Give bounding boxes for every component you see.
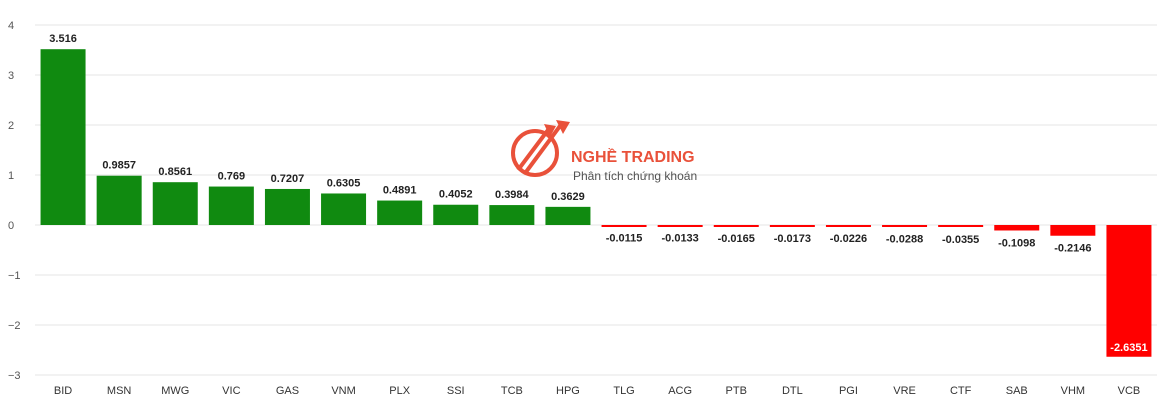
data-label: 0.9857 — [102, 160, 136, 172]
bar — [601, 225, 647, 227]
data-label: -0.0133 — [661, 233, 698, 245]
data-label: -0.0115 — [606, 233, 643, 245]
bar — [994, 225, 1040, 231]
bar — [264, 188, 310, 225]
data-label: -0.1098 — [998, 237, 1035, 249]
x-tick-label: TLG — [613, 385, 634, 397]
x-tick-label: PGI — [839, 385, 858, 397]
data-label: 0.3629 — [551, 191, 585, 203]
bar — [938, 225, 984, 227]
y-tick-label: 4 — [8, 20, 14, 32]
bar — [545, 206, 591, 225]
y-tick-label: −1 — [8, 270, 21, 282]
bar — [713, 225, 759, 227]
x-tick-label: PTB — [726, 385, 747, 397]
x-tick-label: VCB — [1118, 385, 1141, 397]
data-label: -0.2146 — [1054, 243, 1091, 255]
x-tick-label: BID — [54, 385, 72, 397]
x-tick-label: ACG — [668, 385, 692, 397]
bar — [657, 225, 703, 227]
bar — [321, 193, 367, 225]
data-label: 0.769 — [218, 171, 246, 183]
y-tick-label: 1 — [8, 170, 14, 182]
x-tick-label: HPG — [556, 385, 580, 397]
x-tick-label: TCB — [501, 385, 523, 397]
x-axis-ticks: BID MSN MWG VIC GAS VNM PLX SSI TCB HPG TLG ACG PTB D… — [54, 385, 1140, 397]
bar — [1106, 225, 1152, 357]
bars — [40, 49, 1152, 357]
data-label: 3.516 — [49, 33, 77, 45]
bar — [152, 182, 198, 225]
x-tick-label: MWG — [161, 385, 189, 397]
x-tick-label: DTL — [782, 385, 803, 397]
y-tick-label: −2 — [8, 320, 21, 332]
bar — [377, 200, 423, 225]
x-tick-label: VHM — [1061, 385, 1085, 397]
data-label: 0.6305 — [327, 177, 361, 189]
data-labels: 3.516 0.9857 0.8561 0.769 0.7207 0.6305 0.4891… — [49, 33, 1147, 354]
y-tick-label: 3 — [8, 70, 14, 82]
trading-logo-icon — [511, 120, 570, 177]
data-label: 0.4891 — [383, 185, 417, 197]
data-label: 0.3984 — [495, 189, 530, 201]
grid-lines — [35, 24, 1157, 376]
x-tick-label: MSN — [107, 385, 132, 397]
x-tick-label: VIC — [222, 385, 240, 397]
bar — [208, 186, 254, 225]
data-label: -0.0173 — [774, 233, 811, 245]
bar — [882, 225, 928, 227]
watermark: NGHỀ TRADING Phân tích chứng khoán — [511, 120, 697, 183]
x-tick-label: SSI — [447, 385, 465, 397]
x-tick-label: VRE — [893, 385, 916, 397]
bar — [769, 225, 815, 227]
data-label: 0.8561 — [158, 166, 192, 178]
bar — [489, 205, 535, 225]
y-tick-label: 2 — [8, 120, 14, 132]
data-label: -0.0355 — [942, 234, 979, 246]
data-label: 0.7207 — [271, 173, 305, 185]
y-tick-label: 0 — [8, 220, 14, 232]
x-tick-label: GAS — [276, 385, 299, 397]
y-axis-ticks: 4 3 2 1 0 −1 −2 −3 — [8, 20, 21, 382]
bar — [40, 49, 86, 226]
x-tick-label: VNM — [331, 385, 355, 397]
data-label: 0.4052 — [439, 189, 473, 201]
data-label: -0.0226 — [830, 233, 867, 245]
data-label: -0.0288 — [886, 233, 923, 245]
bar — [433, 204, 479, 225]
data-label: -0.0165 — [718, 233, 755, 245]
bar — [1050, 225, 1096, 236]
watermark-subtitle: Phân tích chứng khoán — [573, 169, 697, 183]
data-label: -2.6351 — [1110, 342, 1147, 354]
y-tick-label: −3 — [8, 370, 21, 382]
x-tick-label: PLX — [389, 385, 410, 397]
x-tick-label: SAB — [1006, 385, 1028, 397]
bar — [825, 225, 871, 227]
bar — [96, 175, 142, 225]
watermark-title: NGHỀ TRADING — [571, 147, 695, 166]
x-tick-label: CTF — [950, 385, 972, 397]
